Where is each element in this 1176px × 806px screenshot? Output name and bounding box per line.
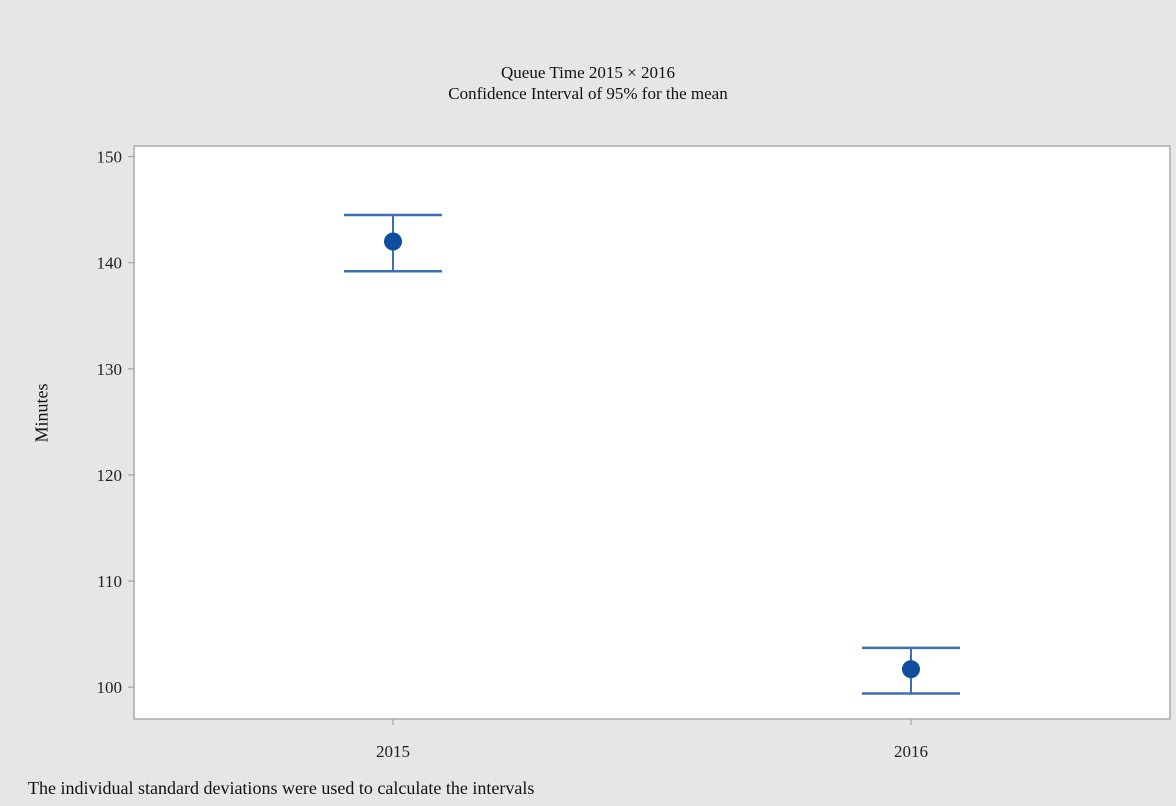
footnote: The individual standard deviations were …	[28, 778, 535, 798]
plot-area	[133, 145, 1171, 720]
x-tick-label-2016: 2016	[894, 742, 928, 761]
mean-point-2016	[902, 660, 920, 679]
mean-point-2015	[384, 232, 402, 251]
y-axis: 100 110 120 130 140 150	[97, 148, 134, 697]
y-tick-label: 100	[97, 678, 123, 697]
interval-marks	[344, 213, 960, 695]
x-axis: 2015 2016	[376, 719, 928, 761]
chart-subtitle: Confidence Interval of 95% for the mean	[448, 84, 728, 103]
y-tick-label: 110	[97, 572, 122, 591]
y-tick-label: 120	[97, 466, 123, 485]
y-tick-label: 130	[97, 360, 123, 379]
y-tick-label: 150	[97, 148, 123, 167]
y-tick-label: 140	[97, 254, 123, 273]
chart-title: Queue Time 2015 × 2016	[501, 63, 675, 82]
x-tick-label-2015: 2015	[376, 742, 410, 761]
